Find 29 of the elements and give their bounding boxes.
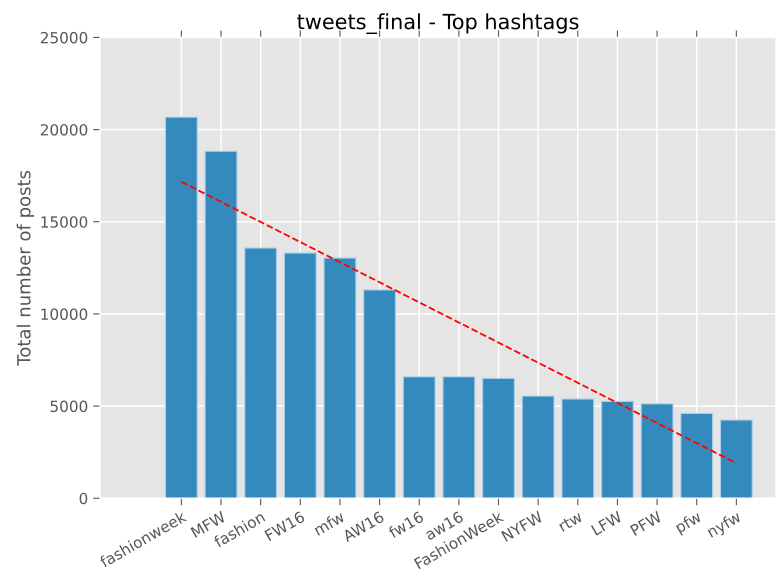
bar xyxy=(204,150,238,498)
x-tick-label: LFW xyxy=(590,510,623,536)
y-tick-label: 5000 xyxy=(50,400,88,412)
y-tick-label: 15000 xyxy=(41,216,88,228)
bar xyxy=(522,396,555,498)
bar xyxy=(482,378,515,498)
bar xyxy=(720,420,753,498)
bar xyxy=(640,403,674,498)
bar xyxy=(601,400,634,498)
bar xyxy=(680,412,714,498)
x-tick-label: PFW xyxy=(630,510,662,536)
bar xyxy=(244,248,278,498)
bar xyxy=(363,289,396,498)
bar xyxy=(284,252,317,498)
bar xyxy=(164,116,198,498)
x-tick-label: mfw xyxy=(313,510,346,536)
x-tick-label: nyfw xyxy=(706,510,744,540)
chart-title: tweets_final - Top hashtags xyxy=(297,13,578,34)
y-axis-title: Total number of posts xyxy=(16,170,34,366)
x-tick-label: pfw xyxy=(674,510,704,536)
bar xyxy=(561,398,594,498)
y-tick-label: 10000 xyxy=(41,308,88,320)
x-tick-label: rtw xyxy=(558,511,584,532)
y-tick-label: 20000 xyxy=(40,124,88,136)
bar xyxy=(402,376,436,498)
bar xyxy=(324,258,356,498)
bar xyxy=(442,376,476,498)
y-tick-label: 0 xyxy=(80,492,88,504)
y-tick-label: 25000 xyxy=(40,32,88,44)
